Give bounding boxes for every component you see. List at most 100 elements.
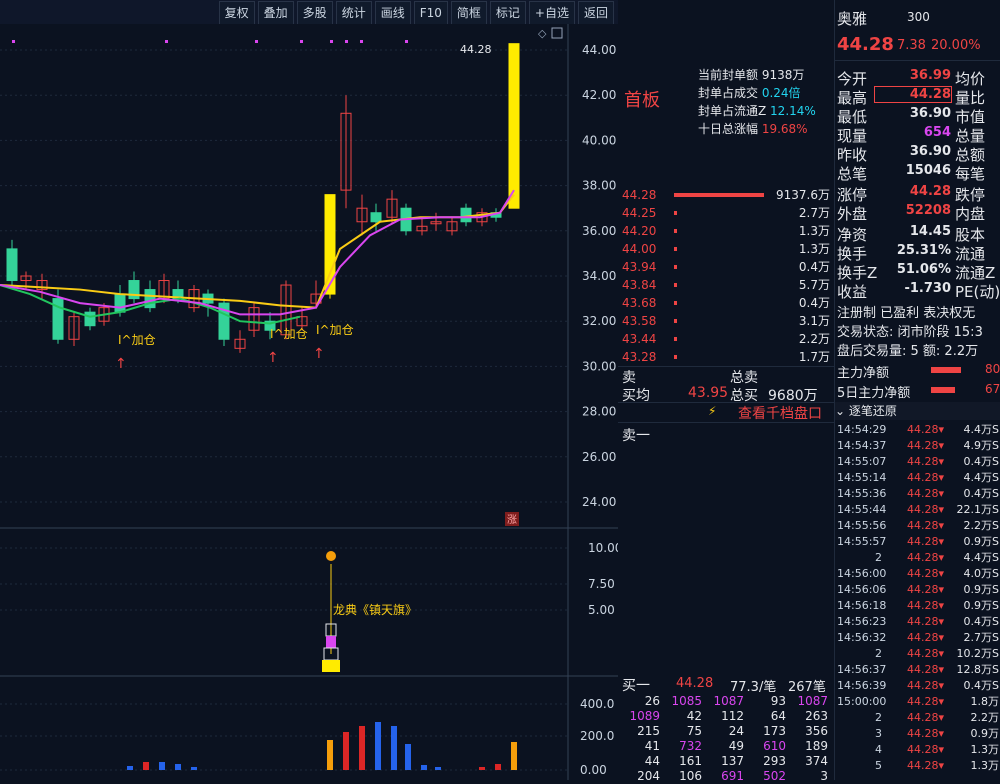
candle-body[interactable] (52, 298, 64, 340)
candle-body[interactable] (280, 284, 292, 336)
order-book[interactable]: 44.28 9137.6万 44.25 2.7万 44.20 1.3万 44.00 1.3万 4… (618, 184, 834, 366)
trade-price: 44.28▾ (907, 615, 945, 628)
toolbar-button-4[interactable]: 画线 (374, 1, 411, 25)
queue-cell: 1085 (671, 694, 702, 708)
kline-chart[interactable]: 44.00 42.00 40.00 38.00 36.00 34.00 32.00 30.00… (0, 24, 618, 780)
candle-body[interactable] (84, 311, 96, 327)
trade-volume: 1.3万 (970, 759, 1000, 772)
toolbar-button-9[interactable]: 返回 (577, 1, 614, 25)
info-right-label: 总额 (955, 146, 986, 164)
order-volume: 0.4万 (798, 296, 830, 310)
sell-label: 卖 (622, 370, 636, 386)
depth-link[interactable]: 查看千档盘口 (738, 406, 822, 422)
volume-bar (175, 764, 181, 770)
candle-body[interactable] (20, 275, 32, 282)
trade-row: 14:56:00 44.28▾ 4.0万S (835, 566, 1000, 582)
info-value: 36.99 (909, 68, 951, 83)
depth-link-bar: ⚡ 查看千档盘口 (618, 402, 834, 423)
volume-bar (343, 732, 349, 770)
candle-body[interactable] (128, 280, 140, 300)
candle-body[interactable] (6, 248, 18, 282)
order-book-row[interactable]: 43.28 1.7万 (618, 348, 834, 366)
candle-body[interactable] (234, 338, 246, 349)
candle-body[interactable] (508, 43, 520, 209)
candle-body[interactable] (36, 280, 48, 291)
trade-price: 44.28▾ (907, 439, 945, 452)
order-book-row[interactable]: 43.94 0.4万 (618, 258, 834, 276)
y-tick-label: 30.00 (582, 359, 616, 373)
candle-body[interactable] (340, 112, 352, 191)
trade-volume: 4.4万S (963, 551, 999, 564)
candle-body[interactable] (324, 194, 336, 295)
trade-list-header[interactable]: ⌄ 逐笔还原 (835, 402, 1000, 420)
candle-body[interactable] (144, 289, 156, 309)
panel-toggle-icon[interactable] (551, 27, 563, 39)
toolbar-button-5[interactable]: F10 (413, 1, 448, 25)
candle-body[interactable] (446, 221, 458, 232)
info-label: 最高 (837, 89, 868, 107)
trade-volume: 10.2万S (956, 647, 999, 660)
candle-body[interactable] (248, 307, 260, 331)
candle-body[interactable] (416, 225, 428, 232)
buy1-queue-table: 26 1085 1087 93 1087 1089 42 112 64 263 215 75 24 173… (618, 694, 834, 783)
order-book-row[interactable]: 44.28 9137.6万 (618, 186, 834, 204)
limit-up-badge (505, 512, 519, 526)
trade-volume: 0.4万S (963, 455, 999, 468)
up-arrow-icon: ↑ (115, 356, 127, 372)
info-right-label: 总量 (955, 127, 986, 145)
info-line: 注册制 已盈利 表决权无 (837, 306, 976, 321)
toolbar-button-7[interactable]: 标记 (489, 1, 526, 25)
trade-list[interactable]: ⌄ 逐笔还原 14:54:29 44.28▾ 4.4万S 14:54:37 44.28▾ 4… (834, 402, 1000, 780)
info-right-label: 流通 (955, 245, 986, 263)
toolbar-button-1[interactable]: 叠加 (257, 1, 294, 25)
annotation-label: I^加仓 (118, 333, 156, 347)
order-book-row[interactable]: 44.00 1.3万 (618, 240, 834, 258)
candle-body[interactable] (68, 316, 80, 340)
y-tick-label: 32.00 (582, 314, 616, 328)
order-book-row[interactable]: 43.68 0.4万 (618, 294, 834, 312)
candle-body[interactable] (430, 221, 442, 225)
candle-body[interactable] (296, 316, 308, 327)
main-net-label: 主力净额 (837, 366, 890, 381)
candle-body[interactable] (264, 320, 276, 331)
order-book-row[interactable]: 43.58 3.1万 (618, 312, 834, 330)
trade-price: 44.28▾ (907, 679, 945, 692)
main5-net-label: 5日主力净额 (837, 386, 911, 401)
marker-dot (255, 40, 258, 43)
candle-body[interactable] (386, 198, 398, 218)
toolbar-button-2[interactable]: 多股 (296, 1, 333, 25)
volume-bar (143, 762, 149, 770)
trade-price: 44.28▾ (907, 455, 945, 468)
order-book-row[interactable]: 44.20 1.3万 (618, 222, 834, 240)
toolbar-button-8[interactable]: +自选 (528, 1, 575, 25)
info-value: 25.31% (896, 243, 951, 258)
y-tick-label: 28.00 (582, 405, 616, 419)
trade-row: 14:56:32 44.28▾ 2.7万S (835, 630, 1000, 646)
order-book-row[interactable]: 44.25 2.7万 (618, 204, 834, 222)
candle-body[interactable] (114, 293, 126, 313)
y-tick-label: 26.00 (582, 450, 616, 464)
buy1-row: 买一 44.28 77.3/笔 267笔 (618, 674, 834, 695)
candle-body[interactable] (460, 207, 472, 223)
seal-panel: 首板 当前封单额 9138万 封单占成交 0.24倍 封单占流通Z 12.14% 十日… (618, 24, 834, 184)
order-book-row[interactable]: 43.44 2.2万 (618, 330, 834, 348)
order-book-row[interactable]: 43.84 5.7万 (618, 276, 834, 294)
chevron-down-icon: ⌄ (835, 404, 849, 418)
candle-body[interactable] (218, 302, 230, 340)
trade-volume: 2.2万S (963, 519, 999, 532)
candle-body[interactable] (370, 212, 382, 223)
trade-time: 14:55:56 (837, 519, 887, 532)
toolbar-button-6[interactable]: 简框 (450, 1, 487, 25)
candle-body[interactable] (356, 207, 368, 223)
volume-bar (495, 764, 501, 770)
queue-cell: 42 (686, 709, 702, 723)
ind-box-yellow (322, 660, 340, 672)
toolbar-button-3[interactable]: 统计 (335, 1, 372, 25)
volume-bar (191, 767, 197, 770)
info-label: 今开 (837, 70, 868, 88)
up-arrow-icon: ↑ (313, 346, 325, 362)
trade-volume: 4.9万S (963, 439, 999, 452)
trade-row: 3 44.28▾ 0.9万 (835, 726, 1000, 742)
toolbar-button-0[interactable]: 复权 (218, 1, 255, 25)
seal-item-0: 当前封单额 9138万 (698, 66, 838, 83)
